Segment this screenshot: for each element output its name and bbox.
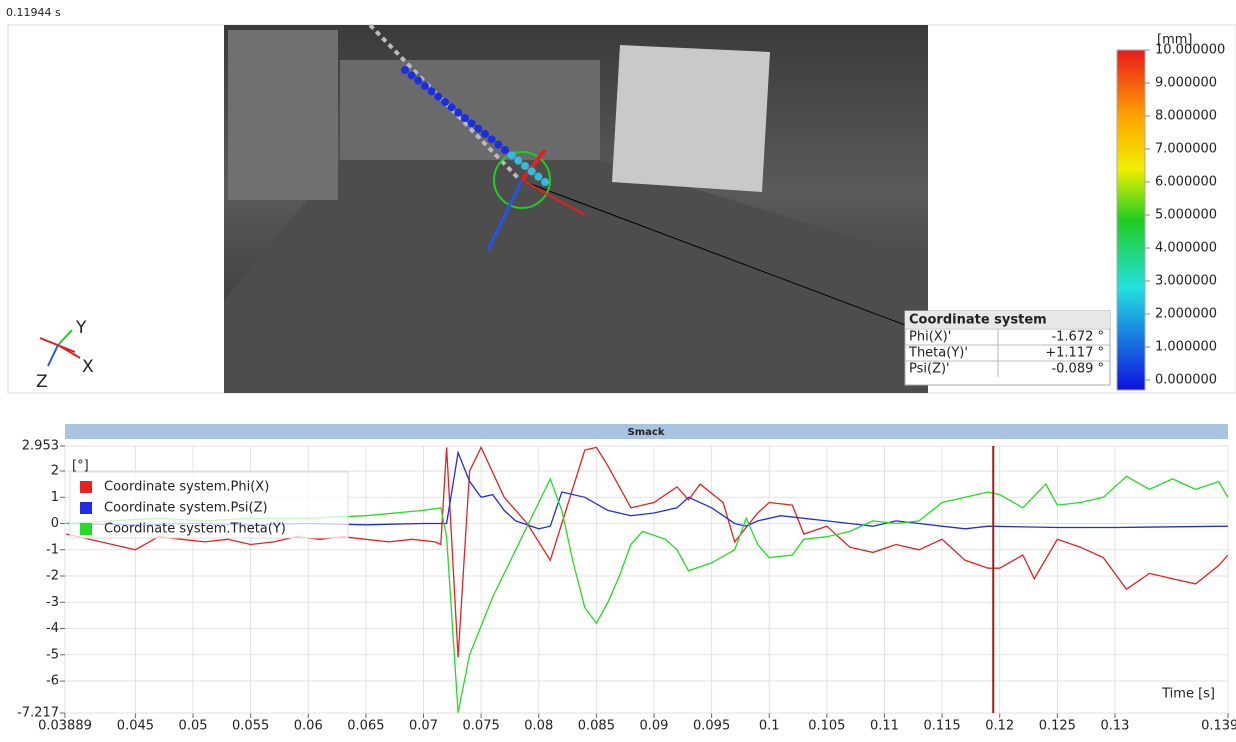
point-trail	[401, 66, 549, 186]
trail-dot	[494, 140, 503, 149]
legend-swatch	[80, 523, 92, 535]
y-unit: [°]	[72, 459, 89, 474]
x-tick-label: 0.085	[578, 719, 615, 734]
trail-dot	[407, 71, 416, 80]
colorbar-label: 2.000000	[1155, 307, 1217, 322]
trail-dot	[527, 167, 536, 176]
x-tick-label: 0.075	[463, 719, 500, 734]
y-tick-label: -2	[46, 569, 59, 584]
x-tick-label: 0.09	[640, 719, 669, 734]
trail-dot	[441, 98, 449, 106]
trail-dot	[434, 92, 443, 101]
colorbar-label: 6.000000	[1155, 175, 1217, 190]
x-tick-label: 0.065	[347, 719, 384, 734]
legend-swatch	[80, 481, 92, 493]
trail-dot	[481, 130, 489, 138]
y-tick-label: -5	[46, 647, 59, 662]
time-label: 0.11944 s	[6, 6, 61, 19]
trail-dot	[474, 124, 483, 133]
trail-dot	[534, 172, 543, 181]
y-tick-label: -1	[46, 542, 59, 557]
table-value: -0.089 °	[1051, 362, 1104, 377]
x-tick-label: 0.08	[524, 719, 553, 734]
x-tick-label: 0.13	[1100, 719, 1129, 734]
colorbar-label: 0.000000	[1155, 373, 1217, 388]
x-tick-label: 0.1	[759, 719, 780, 734]
trail-dot	[501, 146, 509, 154]
triad-x: X	[82, 357, 94, 377]
x-tick-label: 0.115	[923, 719, 960, 734]
coordinate-table: Coordinate system Phi(X)' -1.672 ° Theta(Y…	[904, 310, 1111, 386]
trail-dot	[521, 162, 529, 170]
x-tick-label: 0.06	[294, 719, 323, 734]
chart: Smack 0.03889 0.045 0.05 0.055 0.06 0.065 0.07…	[17, 424, 1236, 734]
trail-dot	[541, 178, 549, 186]
colorbar-label: 7.000000	[1155, 142, 1217, 157]
legend-swatch	[80, 502, 92, 514]
colorbar-label: 4.000000	[1155, 241, 1217, 256]
colorbar-label: 3.000000	[1155, 274, 1217, 289]
table-name: Psi(Z)'	[909, 362, 950, 377]
trail-dot	[461, 114, 469, 122]
table-name: Phi(X)'	[909, 330, 951, 345]
y-tick-label: 0	[51, 516, 59, 531]
x-tick-label: 0.11	[870, 719, 899, 734]
y-tick-label: 2.953	[22, 439, 59, 454]
table-value: +1.117 °	[1045, 346, 1104, 361]
legend-box	[69, 471, 349, 539]
trail-dot	[401, 66, 409, 74]
colorbar: [mm] 10.000000 9.000000 8.000000 7.000000 6.…	[1116, 33, 1225, 391]
colorbar-unit: [mm]	[1157, 33, 1192, 48]
trail-dot	[427, 87, 436, 96]
x-tick-label: 0.125	[1039, 719, 1076, 734]
y-tick-label: 2	[51, 464, 59, 479]
series-line	[66, 475, 1229, 713]
trail-dot	[514, 156, 523, 165]
table-title: Coordinate system	[909, 313, 1047, 328]
triad-y: Y	[75, 318, 87, 338]
colorbar-label: 1.000000	[1155, 340, 1217, 355]
x-tick-label: 0.12	[985, 719, 1014, 734]
x-tick-label: 0.05	[179, 719, 208, 734]
y-tick-label: -3	[46, 595, 59, 610]
x-tick-label: 0.095	[693, 719, 730, 734]
trail-dot	[507, 151, 516, 160]
chart-title: Smack	[628, 427, 665, 438]
trail-dot	[414, 76, 423, 85]
table-value: -1.672 °	[1051, 330, 1104, 345]
legend-label: Coordinate system.Theta(Y)	[104, 522, 286, 537]
y-tick-label: -4	[46, 621, 59, 636]
x-tick-label: 0.13981	[1201, 719, 1236, 734]
chart-title-bar	[65, 424, 1228, 439]
legend-label: Coordinate system.Psi(Z)	[104, 501, 268, 516]
x-tick-label: 0.03889	[38, 719, 92, 734]
colorbar-label: 8.000000	[1155, 109, 1217, 124]
camera-image	[224, 23, 928, 393]
trail-dot	[487, 135, 496, 144]
y-tick-label: -7.217	[17, 706, 59, 721]
colorbar-label: 10.000000	[1155, 43, 1225, 58]
axes-triad: Y X Z	[36, 318, 94, 392]
y-tick-label: 1	[51, 490, 59, 505]
colorbar-label: 9.000000	[1155, 76, 1217, 91]
y-tick-label: -6	[46, 674, 59, 689]
trail-dot	[447, 103, 456, 112]
triad-z: Z	[36, 372, 48, 392]
legend-label: Coordinate system.Phi(X)	[104, 480, 269, 495]
trail-dot	[454, 108, 463, 117]
x-tick-label: 0.045	[117, 719, 154, 734]
table-name: Theta(Y)'	[908, 346, 968, 361]
x-axis-label: Time [s]	[1161, 687, 1215, 702]
x-tick-label: 0.105	[808, 719, 845, 734]
colorbar-label: 5.000000	[1155, 208, 1217, 223]
x-tick-label: 0.07	[409, 719, 438, 734]
trail-dot	[421, 82, 429, 90]
x-tick-label: 0.055	[232, 719, 269, 734]
trail-dot	[467, 119, 476, 128]
